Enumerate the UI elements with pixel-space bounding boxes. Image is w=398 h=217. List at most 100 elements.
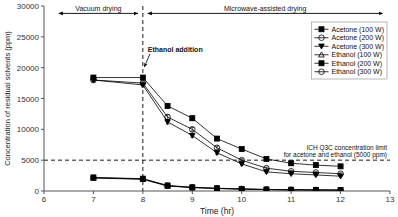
error-bar-cap [339,172,343,173]
error-bar-cap [190,187,194,188]
point [239,162,245,167]
error-bar [166,185,170,187]
error-bar-stem [266,167,267,169]
error-bar-cap [190,187,194,188]
error-bar-cap [240,188,244,189]
point [338,174,344,179]
legend-marker [319,44,325,49]
error-bar-stem [167,115,168,119]
error-bar-cap [339,190,343,191]
point [140,75,145,80]
y-tick [41,67,44,68]
error-bar-cap [265,189,269,190]
y-tick-label: 30000 [17,2,40,11]
x-tick-label: 6 [42,195,47,204]
point [264,187,270,191]
error-bar [265,189,269,190]
error-bar [240,159,244,162]
point [91,77,97,83]
error-bar-cap [314,189,318,190]
x-tick-label: 7 [91,195,96,204]
legend-label: Ethanol (300 W) [331,68,382,76]
error-bar [215,188,219,190]
y-tick-label: 10000 [17,125,40,134]
legend-frame [311,22,387,79]
error-bar [141,83,145,87]
reference-label-line: for acetone and ethanol (5000 ppm) [284,151,387,159]
series [91,175,344,191]
error-bar [265,167,269,169]
error-bar-cap [166,185,170,186]
span-arrow [59,13,138,14]
error-bar-cap [215,188,219,189]
error-bar [92,177,96,178]
legend-line [314,37,328,38]
error-bar-cap [314,171,318,172]
annotation-label: Microwave-assisted drying [224,5,307,13]
point [338,187,344,191]
point [140,83,146,88]
error-bar [166,104,170,108]
x-tick [340,191,341,194]
series [91,77,344,176]
error-bar-stem [192,127,193,131]
legend-marker [319,69,325,75]
error-bar-stem [217,146,218,149]
point [338,164,343,169]
point [288,187,294,191]
error-bar [314,189,318,190]
point [165,103,170,108]
error-bar [339,190,343,191]
error-bar-cap [240,189,244,190]
legend-label: Acetone (100 W) [331,26,384,34]
point [189,127,195,133]
legend-line [314,71,328,72]
y-axis-label: Concentration of residual solvents (ppm) [3,31,12,166]
y-tick-label: 5000 [21,156,39,165]
error-bar-cap [289,189,293,190]
series-line [93,80,340,174]
point [288,171,294,176]
error-bar [92,78,96,82]
point [214,136,219,141]
y-tick [41,6,44,7]
x-axis-label: Time (hr) [200,206,234,216]
plot-area [44,6,390,191]
legend-label: Ethanol (100 W) [331,51,382,59]
point [239,186,245,191]
point [239,186,244,191]
error-bar-cap [265,167,269,168]
error-bar-cap [190,187,194,188]
error-bar [166,120,170,124]
x-tick-label: 13 [386,195,395,204]
chart: 0500010000150002000025000300006789101112… [0,0,398,217]
error-bar [240,188,244,189]
error-bar-cap [166,185,170,186]
error-bar-cap [141,178,145,179]
point [239,147,244,152]
error-bar-cap [289,189,293,190]
point [91,78,97,83]
error-bar-cap [141,179,145,180]
error-bar-cap [314,190,318,191]
x-tick [44,191,45,194]
reference-label: ICH Q3C concentration limitfor acetone a… [284,144,388,160]
legend: Acetone (100 W)Acetone (200 W)Acetone (3… [311,22,387,79]
point [190,116,195,121]
x-tick [241,191,242,194]
error-bar [240,148,244,151]
x-tick [192,191,193,194]
series [91,175,344,191]
x-tick [142,191,143,194]
point [189,133,195,138]
error-bar [190,187,194,189]
error-bar-cap [92,177,96,178]
error-bar-cap [166,186,170,187]
series-line [93,178,340,190]
series-line [93,177,340,190]
point [313,163,318,168]
x-tick-label: 12 [336,195,345,204]
point [165,183,170,188]
legend-marker [319,27,324,32]
point [214,186,220,191]
